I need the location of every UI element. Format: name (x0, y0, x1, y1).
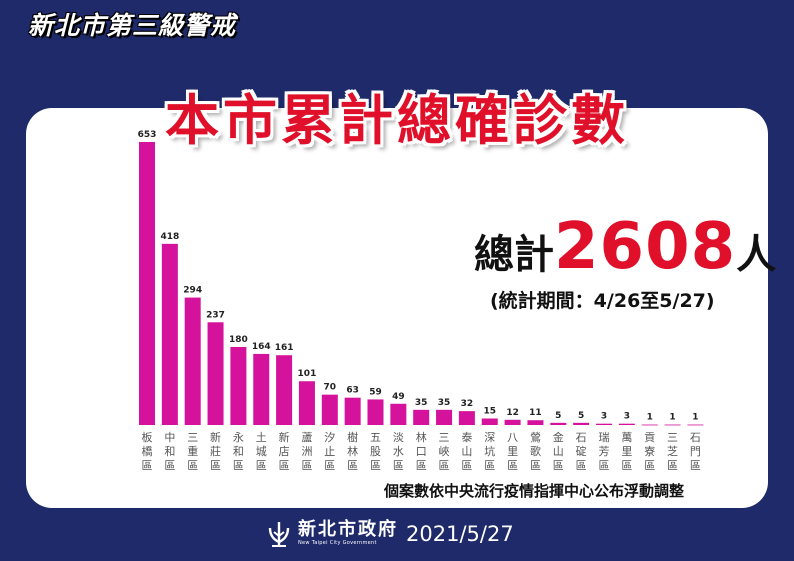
bar (596, 423, 612, 425)
bar (664, 424, 681, 426)
bar (458, 411, 475, 425)
bar (527, 420, 544, 425)
category-label: 新莊區 (210, 430, 221, 472)
bar-value-label: 161 (275, 343, 294, 353)
bar-value-label: 59 (369, 387, 382, 397)
bar-value-label: 653 (138, 130, 157, 140)
report-date: 2021/5/27 (406, 522, 514, 546)
category-label: 金山區 (553, 430, 564, 472)
category-label: 板橋區 (142, 430, 153, 472)
bar-value-label: 5 (578, 411, 584, 421)
bar (207, 322, 224, 425)
bar (436, 409, 453, 425)
category-label: 五股區 (370, 431, 381, 472)
bar (481, 418, 498, 425)
category-label: 林口區 (416, 430, 427, 472)
bar-value-label: 101 (298, 369, 317, 379)
bar (321, 394, 338, 425)
category-label: 三重區 (187, 431, 198, 472)
bar (344, 397, 361, 425)
category-label: 石碇區 (576, 431, 587, 472)
category-label: 新店區 (279, 430, 290, 472)
alert-level-tag: 新北市第三級警戒 (28, 11, 237, 40)
category-label: 蘆洲區 (301, 430, 312, 472)
bar-value-label: 1 (692, 413, 698, 423)
category-label: 八里區 (507, 431, 518, 472)
bar (573, 422, 590, 425)
bar (687, 424, 704, 426)
bar (390, 403, 407, 425)
bar (276, 355, 293, 425)
bar (550, 422, 567, 425)
category-label: 土城區 (256, 431, 267, 472)
government-logo: 新北市政府 New Taipei City Government (266, 520, 398, 548)
bar-value-label: 3 (624, 412, 630, 422)
bar-value-label: 35 (415, 398, 428, 408)
org-name-en: New Taipei City Government (298, 540, 377, 546)
footnote: 個案數依中央流行疫情指揮中心公布浮動調整 (384, 482, 685, 500)
bar-value-label: 237 (206, 310, 225, 320)
category-label: 永和區 (233, 430, 244, 472)
bar-value-label: 32 (461, 399, 474, 409)
bar (618, 423, 635, 425)
bar-value-label: 12 (506, 408, 519, 418)
bar-value-label: 294 (183, 286, 202, 296)
category-label: 貢寮區 (644, 431, 655, 472)
bar-value-label: 35 (438, 398, 451, 408)
category-label: 鶯歌區 (530, 430, 541, 472)
stat-period: (統計期間：4/26至5/27) (490, 290, 715, 312)
bar (184, 297, 201, 425)
category-label: 樹林區 (347, 431, 358, 472)
bar-value-label: 11 (529, 408, 542, 418)
bar-value-label: 63 (346, 386, 359, 396)
bar-value-label: 180 (229, 335, 248, 345)
bar-value-label: 49 (392, 392, 405, 402)
bar (253, 353, 270, 425)
bar-value-label: 15 (483, 406, 496, 416)
page-title: 本市累計總確診數 (165, 89, 629, 152)
government-emblem-icon (268, 522, 290, 547)
org-name-cn: 新北市政府 (298, 519, 398, 540)
bar (504, 419, 521, 425)
total-cases: 總計2608人 (474, 210, 776, 284)
bar (139, 142, 155, 425)
bar (298, 381, 315, 425)
bar-value-label: 70 (324, 383, 337, 393)
category-label: 萬里區 (621, 431, 632, 472)
category-label: 淡水區 (393, 431, 404, 472)
category-label: 中和區 (164, 431, 175, 472)
category-label: 瑞芳區 (599, 430, 610, 472)
bar-value-label: 1 (647, 413, 653, 423)
category-label: 深坑區 (484, 431, 495, 472)
category-label: 汐止區 (324, 430, 335, 472)
bar (367, 399, 384, 425)
category-label: 三芝區 (667, 431, 678, 472)
category-label: 泰山區 (461, 430, 472, 472)
bar (161, 243, 178, 425)
bar-value-label: 164 (252, 342, 271, 352)
category-label: 石門區 (690, 431, 701, 472)
bar-value-label: 418 (160, 232, 179, 242)
bar (413, 409, 430, 425)
bar (641, 424, 658, 426)
total-value: 2608 (554, 210, 737, 284)
total-label: 總計 (474, 232, 554, 278)
bar-value-label: 5 (555, 411, 561, 421)
bar-value-label: 3 (601, 412, 607, 422)
bar (230, 346, 247, 425)
total-unit: 人 (736, 232, 777, 278)
category-label: 三峽區 (439, 431, 450, 472)
bar-value-label: 1 (669, 413, 675, 423)
